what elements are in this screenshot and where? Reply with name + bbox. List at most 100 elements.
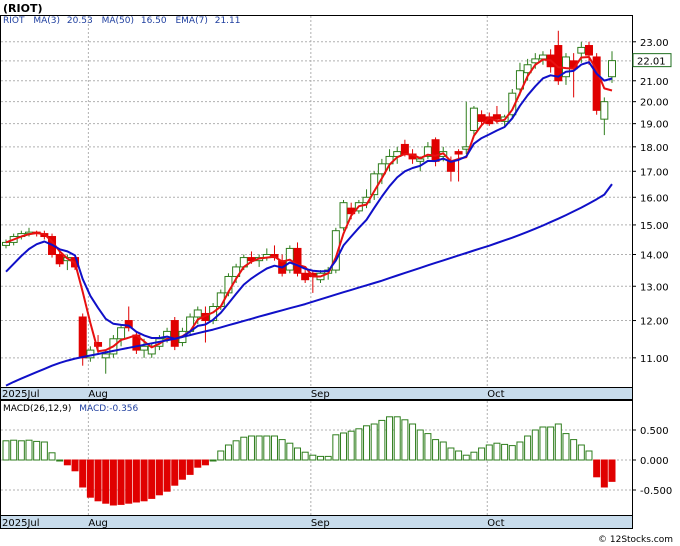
candle xyxy=(301,270,310,283)
macd-y-tick-label: 0.500 xyxy=(640,426,669,437)
macd-bar xyxy=(48,452,56,461)
legend-ma3-value: 20.53 xyxy=(67,16,93,26)
macd-bar xyxy=(186,459,194,475)
macd-bar xyxy=(148,459,156,499)
price-panel xyxy=(0,15,633,388)
candle-body xyxy=(600,101,609,120)
legend-symbol: RIOT xyxy=(3,16,25,26)
x-axis-label: 2025Jul xyxy=(2,518,40,529)
x-axis-label: 2025Jul xyxy=(2,389,40,400)
macd-bar xyxy=(439,441,447,461)
candle-body xyxy=(608,60,616,78)
series-line-ema7 xyxy=(5,61,613,340)
macd-bar xyxy=(554,423,562,461)
macd-bar xyxy=(455,450,463,461)
candle xyxy=(293,242,302,277)
candle-body xyxy=(140,345,149,351)
candle-body xyxy=(101,353,110,359)
candle xyxy=(608,51,616,83)
macd-bar xyxy=(432,439,440,461)
macd-bar xyxy=(255,435,263,461)
macd-bar xyxy=(585,450,593,461)
macd-bar xyxy=(363,425,371,461)
candle xyxy=(592,53,601,115)
candle-body xyxy=(431,139,440,162)
candle-body xyxy=(117,327,126,340)
legend-ma50: MA(50) xyxy=(102,16,134,26)
candle-body xyxy=(400,143,409,155)
candle-body xyxy=(577,46,586,54)
macd-bar xyxy=(140,459,148,502)
candle-body xyxy=(170,320,179,347)
legend-ema7: EMA(7) xyxy=(175,16,207,26)
macd-bar xyxy=(462,454,470,461)
price-y-tick-label: 19.00 xyxy=(640,120,669,131)
price-y-tick-label: 13.00 xyxy=(640,282,669,293)
candle-body xyxy=(584,45,593,56)
price-y-tick-label: 12.00 xyxy=(640,317,669,328)
macd-bar xyxy=(608,459,616,482)
macd-bar xyxy=(102,459,110,504)
price-y-tick-label: 23.00 xyxy=(640,38,669,49)
macd-legend-label: MACD(26,12,9) xyxy=(3,404,71,414)
candle xyxy=(469,105,478,138)
candle-body xyxy=(416,158,425,162)
candle-body xyxy=(531,58,540,64)
macd-bar xyxy=(577,444,585,461)
macd-bar xyxy=(301,451,309,461)
x-axis-label: Aug xyxy=(88,518,108,529)
macd-bar xyxy=(593,459,601,478)
macd-bar xyxy=(600,459,608,488)
legend-ma50-value: 16.50 xyxy=(141,16,167,26)
macd-bar xyxy=(286,442,294,461)
macd-bar xyxy=(178,459,186,480)
candle-body xyxy=(446,160,455,172)
candle xyxy=(170,316,179,351)
macd-bar xyxy=(155,459,163,496)
macd-bar xyxy=(409,423,417,461)
macd-bar xyxy=(524,435,532,461)
candle xyxy=(454,149,463,182)
candle-body xyxy=(454,151,463,155)
candle xyxy=(477,110,486,126)
macd-bar xyxy=(309,454,317,461)
macd-bar xyxy=(232,440,240,461)
candle-body xyxy=(301,272,310,281)
macd-bar xyxy=(171,459,179,486)
macd-bar xyxy=(2,440,10,461)
macd-bar xyxy=(247,435,255,461)
macd-bar xyxy=(347,430,355,461)
macd-bar xyxy=(401,419,409,461)
candle-body xyxy=(339,202,348,229)
candle-body xyxy=(2,241,10,246)
candle-body xyxy=(94,342,103,347)
macd-bar xyxy=(485,444,493,461)
macd-bar xyxy=(71,459,79,472)
macd-bar xyxy=(240,436,248,461)
chart-title: (RIOT) xyxy=(3,2,42,15)
candle-body xyxy=(592,56,601,111)
candle xyxy=(339,199,348,231)
macd-bar xyxy=(340,432,348,461)
candle-body xyxy=(423,146,432,157)
macd-bar xyxy=(278,439,286,461)
macd-bar xyxy=(470,451,478,461)
macd-bar xyxy=(324,455,332,461)
x-axis-label: Sep xyxy=(311,518,330,529)
candle xyxy=(2,239,10,249)
macd-bar xyxy=(547,426,555,461)
macd-y-tick-label: -0.500 xyxy=(640,486,672,497)
candle xyxy=(117,324,126,347)
macd-bar xyxy=(63,459,71,466)
footer-copyright: © 12Stocks.com xyxy=(598,535,673,545)
macd-bar xyxy=(194,459,202,468)
candle-body xyxy=(331,230,340,271)
price-y-tick-label: 18.00 xyxy=(640,143,669,154)
price-y-tick-label: 21.00 xyxy=(640,77,669,88)
x-axis-label: Aug xyxy=(88,389,108,400)
macd-bar xyxy=(79,459,87,488)
candle-body xyxy=(515,70,524,90)
macd-x-axis-band xyxy=(0,515,633,529)
candle-body xyxy=(477,114,486,122)
